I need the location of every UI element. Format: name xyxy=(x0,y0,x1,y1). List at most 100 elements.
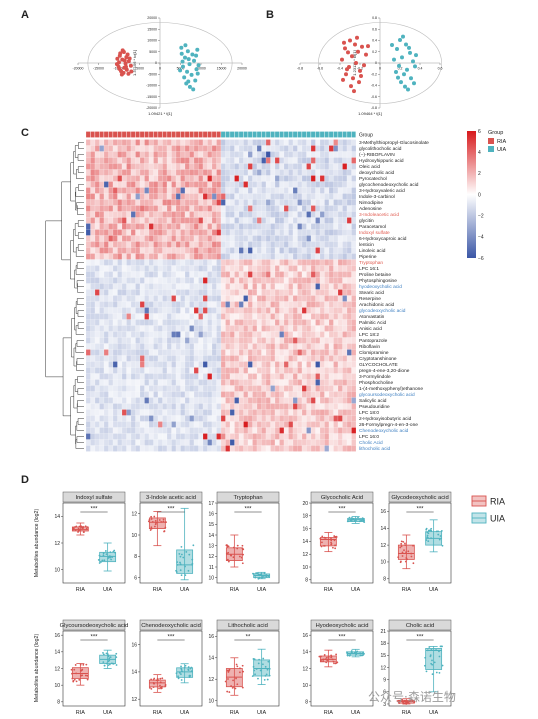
heatmap-cell xyxy=(315,175,321,182)
heatmap-cell xyxy=(252,163,258,170)
heatmap-cell xyxy=(288,241,294,248)
heatmap-cell xyxy=(94,325,100,332)
heatmap-cell xyxy=(180,409,186,416)
heatmap-cell xyxy=(216,349,222,356)
score-point-uia xyxy=(414,53,418,58)
heatmap-cell xyxy=(342,187,348,194)
heatmap-cell xyxy=(103,313,109,320)
heatmap-cell xyxy=(94,343,100,350)
color-scale-tick: −4 xyxy=(478,235,484,241)
heatmap-cell xyxy=(351,367,357,374)
heatmap-cell xyxy=(346,211,352,218)
heatmap-cell xyxy=(175,355,181,362)
y-tick-label: 11 xyxy=(209,565,214,571)
heatmap-cell xyxy=(135,307,141,314)
heatmap-cell xyxy=(198,277,204,284)
heatmap-cell xyxy=(261,235,267,242)
heatmap-cell xyxy=(333,157,339,164)
heatmap-cell xyxy=(270,265,276,272)
jitter-point-uia xyxy=(431,673,434,676)
heatmap-cell xyxy=(324,301,330,308)
heatmap-cell xyxy=(153,241,159,248)
heatmap-cell xyxy=(171,427,177,434)
heatmap-cell xyxy=(274,385,280,392)
heatmap-cell xyxy=(288,145,294,152)
heatmap-cell xyxy=(256,151,262,158)
heatmap-cell xyxy=(346,319,352,326)
heatmap-cell xyxy=(148,397,154,404)
heatmap-cell xyxy=(342,349,348,356)
heatmap-cell xyxy=(265,271,271,278)
heatmap-cell xyxy=(189,235,195,242)
heatmap-cell xyxy=(306,277,312,284)
jitter-point-ria xyxy=(335,536,338,538)
heatmap-cell xyxy=(256,337,262,344)
heatmap-cell xyxy=(234,301,240,308)
heatmap-cell xyxy=(261,295,267,302)
heatmap-cell xyxy=(108,265,114,272)
jitter-point-uia xyxy=(429,654,432,657)
heatmap-cell xyxy=(220,397,226,404)
heatmap-cell xyxy=(270,307,276,314)
heatmap-cell xyxy=(346,217,352,224)
heatmap-cell xyxy=(135,175,141,182)
heatmap-cell xyxy=(171,343,177,350)
heatmap-cell xyxy=(310,379,316,386)
heatmap-cell xyxy=(270,157,276,164)
heatmap-cell xyxy=(202,145,208,152)
jitter-point-uia xyxy=(179,561,181,564)
heatmap-cell xyxy=(216,151,222,158)
heatmap-cell xyxy=(261,277,267,284)
heatmap-cell xyxy=(90,313,96,320)
heatmap-cell xyxy=(279,439,285,446)
facet-title: Indoxyl sulfate xyxy=(75,495,112,501)
heatmap-cell xyxy=(162,187,168,194)
heatmap-cell xyxy=(315,331,321,338)
heatmap-cell xyxy=(252,151,258,158)
heatmap-cell xyxy=(207,391,213,398)
heatmap-cell xyxy=(225,223,231,230)
heatmap-cell xyxy=(85,259,91,266)
heatmap-cell xyxy=(261,181,267,188)
heatmap-cell xyxy=(256,373,262,380)
heatmap-cell xyxy=(130,415,136,422)
heatmap-cell xyxy=(337,265,343,272)
heatmap-cell xyxy=(184,307,190,314)
heatmap-cell xyxy=(193,205,199,212)
jitter-point-uia xyxy=(435,671,438,674)
score-point-ria xyxy=(123,61,128,66)
heatmap-cell xyxy=(180,319,186,326)
heatmap-row-label: Piperine xyxy=(359,254,377,260)
heatmap-cell xyxy=(117,367,123,374)
heatmap-cell xyxy=(328,349,334,356)
heatmap-cell xyxy=(117,313,123,320)
jitter-point-ria xyxy=(318,655,321,658)
heatmap-cell xyxy=(198,193,204,200)
heatmap-cell xyxy=(270,205,276,212)
heatmap-cell xyxy=(144,139,150,146)
heatmap-cell xyxy=(297,151,303,158)
heatmap-cell xyxy=(198,373,204,380)
heatmap-cell xyxy=(342,169,348,176)
jitter-point-ria xyxy=(320,655,322,658)
heatmap-cell xyxy=(225,319,231,326)
heatmap-cell xyxy=(180,301,186,308)
heatmap-cell xyxy=(234,139,240,146)
jitter-point-ria xyxy=(234,687,237,690)
heatmap-cell xyxy=(99,445,105,452)
heatmap-cell xyxy=(103,271,109,278)
jitter-point-ria xyxy=(77,527,80,530)
heatmap-cell xyxy=(220,409,226,416)
heatmap-cell xyxy=(283,313,289,320)
heatmap-cell xyxy=(306,241,312,248)
heatmap-cell xyxy=(85,337,91,344)
heatmap-cell xyxy=(135,391,141,398)
heatmap-cell xyxy=(175,421,181,428)
heatmap-cell xyxy=(162,343,168,350)
group-bar-cell xyxy=(346,131,352,138)
heatmap-cell xyxy=(247,253,253,260)
heatmap-cell xyxy=(139,397,145,404)
heatmap-cell xyxy=(229,175,235,182)
heatmap-cell xyxy=(315,427,321,434)
heatmap-cell xyxy=(193,307,199,314)
